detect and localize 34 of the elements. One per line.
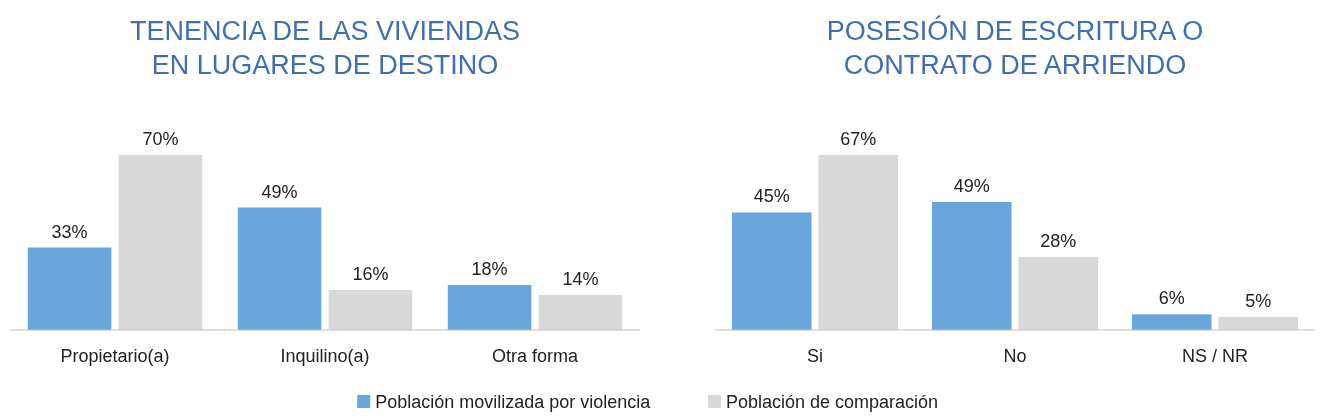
bar [1131,314,1212,330]
data-label: 6% [1158,288,1185,309]
bar [1218,316,1299,330]
data-label: 18% [471,259,508,279]
bar [237,207,322,330]
bar [818,155,899,330]
data-label: 67% [840,129,877,149]
bar [538,295,623,330]
chart-title: POSESIÓN DE ESCRITURA O CONTRATO DE ARRIENDO [826,15,1204,80]
x-tick-label: Otra forma [491,346,579,366]
x-tick-label: Si [806,346,824,366]
data-label: 5% [1245,290,1272,311]
data-label: 14% [562,269,599,289]
x-tick-label: Propietario(a) [60,346,170,366]
data-label: 49% [261,181,298,202]
bar [328,290,413,330]
chart-title: TENENCIA DE LAS VIVIENDAS EN LUGARES DE DESTINO [129,16,521,80]
x-tick-label: No [1003,346,1027,366]
data-label: 28% [1040,230,1077,251]
legend-label: Población movilizada por violencia [375,392,652,412]
data-label: 49% [953,176,990,197]
bar [931,202,1012,330]
data-label: 16% [352,264,389,284]
bar [118,155,203,330]
bar [27,247,112,330]
data-label: 33% [51,221,88,242]
x-tick-label: NS / NR [1181,346,1249,366]
data-label: 70% [142,129,179,149]
x-tick-label: Inquilino(a) [280,346,370,366]
bar [1018,256,1099,330]
data-label: 45% [753,186,790,207]
bar [731,212,812,330]
bar [447,285,532,330]
legend-label: Población de comparación [726,392,939,412]
